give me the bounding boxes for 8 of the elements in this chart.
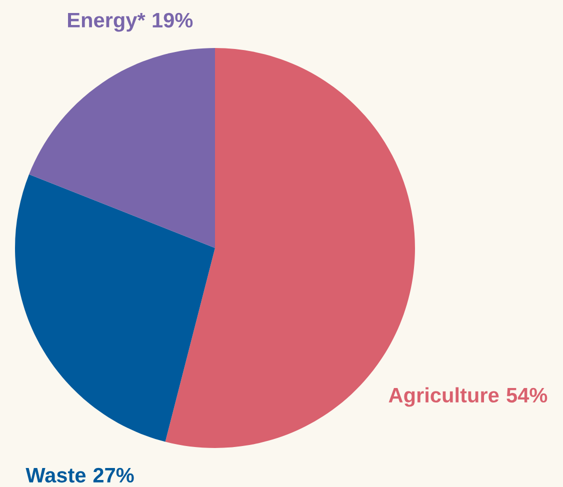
slice-label: Agriculture	[388, 387, 499, 407]
pie-slice	[15, 174, 215, 442]
pie-slice	[29, 48, 215, 248]
data-label: 54%	[506, 388, 548, 403]
slice-label: Energy*	[68, 12, 146, 32]
slice-label: Waste	[26, 468, 86, 483]
data-label: 27%	[93, 468, 134, 483]
data-label: 19%	[152, 12, 193, 28]
